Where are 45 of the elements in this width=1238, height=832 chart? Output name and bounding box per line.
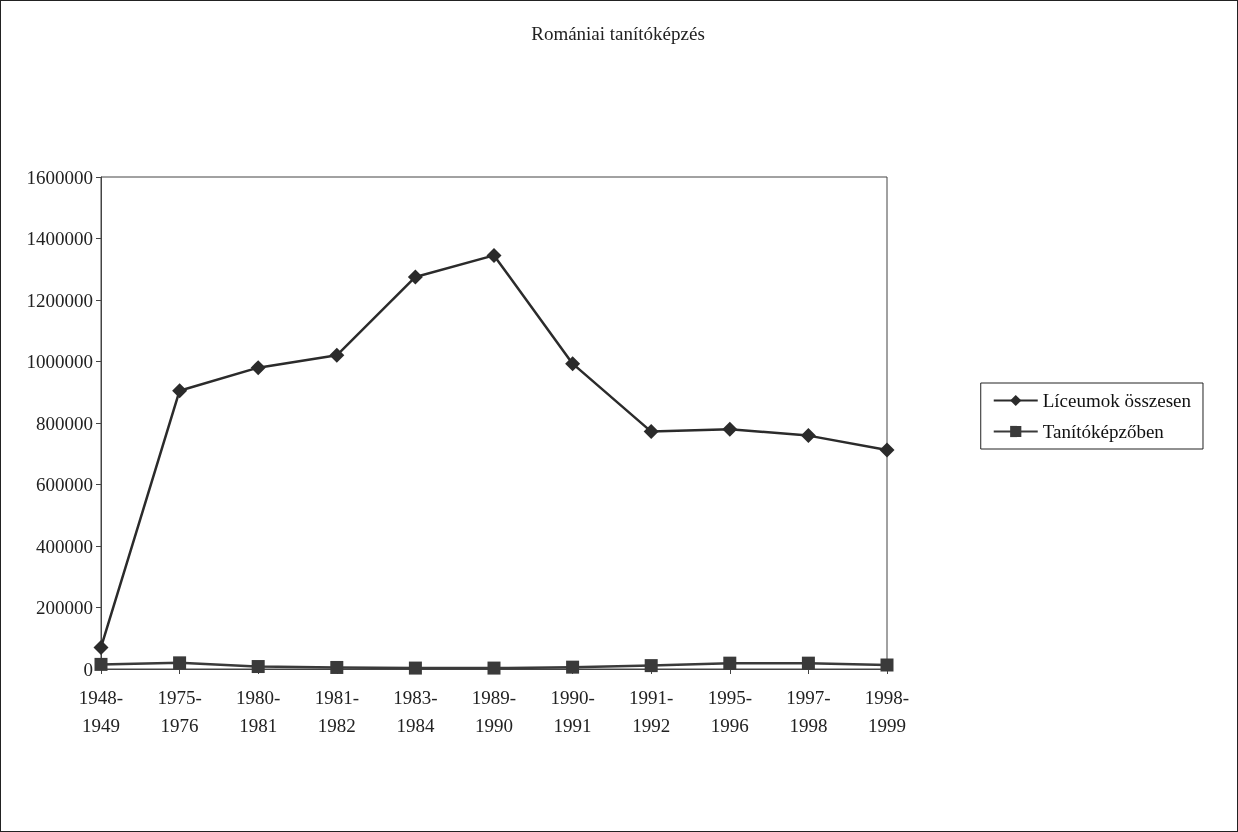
point (879, 442, 895, 458)
y-tick-label: 0 (83, 658, 93, 680)
point (880, 658, 894, 672)
legend-label: Tanítóképzőben (1042, 421, 1165, 442)
point (330, 660, 344, 674)
legend-label: Líceumok összesen (1042, 390, 1192, 411)
chart-title: Romániai tanítóképzés (531, 23, 705, 44)
y-tick-label: 1400000 (26, 228, 93, 249)
x-tick-label: 1948-1949 (78, 686, 124, 736)
point (94, 657, 108, 671)
x-tick-label: 1998-1999 (864, 686, 910, 736)
x-tick-label: 1991-1992 (629, 686, 674, 736)
point (565, 356, 581, 372)
point (644, 659, 658, 673)
y-tick-label: 400000 (36, 535, 93, 557)
point (486, 247, 502, 263)
point (723, 656, 737, 670)
point (722, 421, 738, 437)
y-tick-label: 200000 (36, 597, 93, 618)
point (643, 424, 659, 440)
x-tick-label: 1995-1996 (707, 686, 752, 736)
point (801, 656, 815, 670)
point (487, 661, 501, 675)
y-tick-label: 1200000 (26, 289, 93, 311)
x-tick-label: 1975-1976 (157, 686, 202, 736)
point (93, 639, 109, 655)
y-tick-label: 600000 (36, 474, 93, 495)
y-tick-label: 1000000 (26, 351, 93, 372)
y-tick-label: 800000 (36, 412, 93, 434)
point (250, 360, 266, 376)
x-tick-label: 1983-1984 (393, 686, 438, 736)
x-tick-label: 1980-1981 (236, 686, 281, 736)
point (800, 428, 816, 444)
point (172, 383, 188, 399)
point (408, 661, 422, 675)
point (566, 660, 580, 674)
y-tick-label: 1600000 (26, 166, 93, 188)
x-tick-label: 1989-1990 (471, 686, 517, 736)
point (173, 656, 187, 670)
point (329, 347, 345, 363)
x-tick-label: 1997-1998 (786, 686, 831, 736)
x-tick-label: 1990-1991 (550, 686, 595, 736)
x-tick-label: 1981-1982 (314, 686, 359, 736)
point (407, 269, 423, 285)
point (251, 660, 265, 674)
